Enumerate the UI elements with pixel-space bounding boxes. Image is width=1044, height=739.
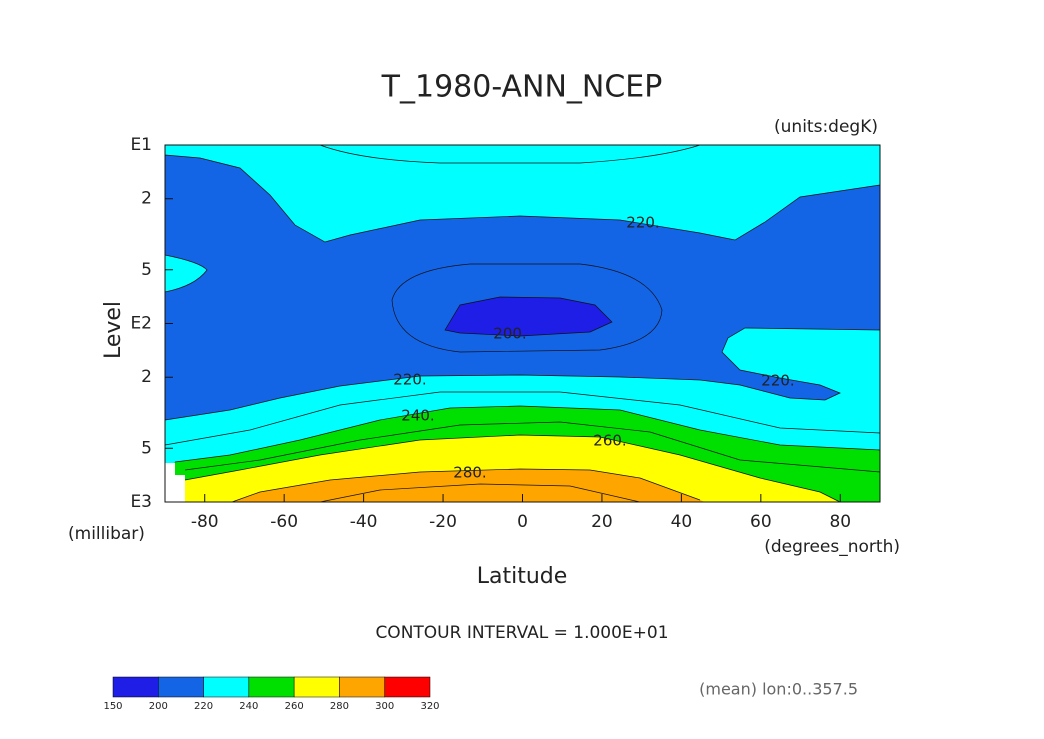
y-tick-label: 5 [141, 438, 152, 458]
x-axis-label: Latitude [477, 564, 568, 589]
contour-region [232, 469, 705, 502]
contour-line [444, 296, 613, 337]
colorbar-label: 200 [149, 701, 168, 712]
contour-line [164, 391, 881, 446]
y-tick-label: 2 [141, 189, 152, 209]
x-tick-label: -80 [191, 512, 219, 532]
colorbar-label: 320 [420, 701, 439, 712]
colorbar-label: 300 [375, 701, 394, 712]
y-axis-label: Level [101, 301, 126, 359]
contour-line [184, 434, 841, 503]
contour-line [174, 405, 881, 463]
contour-interval: CONTOUR INTERVAL = 1.000E+01 [375, 623, 668, 643]
colorbar-swatch [384, 676, 431, 698]
x-tick-label: 20 [591, 512, 613, 532]
y-tick-label: 5 [141, 260, 152, 280]
y-tick-label: E1 [130, 135, 152, 155]
contour-line [164, 254, 208, 293]
colorbar-swatch [203, 676, 250, 698]
x-tick-label: 80 [829, 512, 851, 532]
contour-region [445, 297, 612, 336]
contour-line [231, 468, 701, 503]
x-tick-label: -20 [429, 512, 457, 532]
contour-label: 220. [393, 371, 426, 389]
x-tick-label: 0 [517, 512, 528, 532]
x-tick-label: 40 [671, 512, 693, 532]
y-tick-label: E2 [130, 314, 152, 334]
colorbar-label: 240 [239, 701, 258, 712]
x-tick-label: -60 [270, 512, 298, 532]
contour-line [391, 263, 663, 353]
y-tick-label: 2 [141, 367, 152, 387]
missing-data [165, 463, 185, 502]
contour-label: 240. [401, 407, 434, 425]
chart-title: T_1980-ANN_NCEP [381, 70, 663, 105]
contour-label: 220. [626, 214, 659, 232]
units-label: (units:degK) [774, 117, 878, 137]
contour-line [319, 483, 641, 503]
colorbar-label: 280 [330, 701, 349, 712]
colorbar-swatch [293, 676, 340, 698]
x-tick-label: 60 [750, 512, 772, 532]
contour-label: 260. [593, 432, 626, 450]
colorbar-swatch [339, 676, 385, 698]
colorbar-swatch [248, 676, 295, 698]
contour-label: 280. [453, 464, 486, 482]
x-units-label: (degrees_north) [764, 537, 900, 557]
colorbar-label: 150 [103, 701, 122, 712]
colorbar-swatch [112, 676, 159, 698]
y-tick-label: E3 [130, 492, 152, 512]
contour-line [319, 144, 701, 164]
contour-label: 220. [761, 372, 794, 390]
y-units-label: (millibar) [68, 524, 145, 544]
contour-line [184, 421, 881, 473]
contour-region [165, 255, 207, 292]
contour-field [164, 144, 881, 503]
contour-line [164, 327, 881, 421]
colorbar-swatch [158, 676, 204, 698]
colorbar-label: 260 [285, 701, 304, 712]
note: (mean) lon:0..357.5 [699, 680, 858, 699]
colorbar-label: 220 [194, 701, 213, 712]
contour-label: 200. [493, 325, 526, 343]
contour-line [164, 154, 881, 243]
contour-region [165, 155, 880, 420]
x-tick-label: -40 [350, 512, 378, 532]
